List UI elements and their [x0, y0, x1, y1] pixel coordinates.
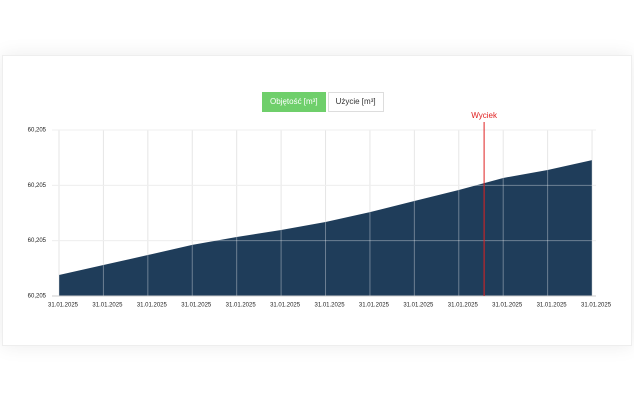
x-tick-label: 31.01.2025 [359, 303, 390, 309]
y-tick-label: 60,205 [28, 238, 47, 244]
x-tick-label: 31.01.2025 [137, 303, 168, 309]
toggle-button[interactable]: Użycie [m³] [327, 92, 384, 112]
x-tick-label: 31.01.2025 [270, 303, 301, 309]
x-tick-label: 31.01.2025 [448, 303, 479, 309]
toggle: Objętość [m³] Użycie [m³] [262, 92, 384, 112]
x-tick-label: 31.01.2025 [403, 303, 434, 309]
x-tick-label: 31.01.2025 [537, 303, 568, 309]
area [59, 160, 593, 296]
x-tick-label: 31.01.2025 [226, 303, 257, 309]
y-tick-label: 60,205 [28, 183, 47, 189]
annotation-label: Wyciek [471, 111, 498, 120]
x-tick-label: 31.01.2025 [492, 303, 523, 309]
y-tick-label: 60,205 [28, 294, 47, 300]
x-tick-label: 31.01.2025 [181, 303, 212, 309]
x-tick-label: 31.01.2025 [315, 303, 346, 309]
x-tick-label: 31.01.2025 [581, 303, 612, 309]
y-tick-label: 60,205 [28, 128, 47, 134]
x-tick-label: 31.01.2025 [92, 303, 123, 309]
x-tick-label: 31.01.2025 [48, 303, 79, 309]
toggle-button[interactable]: Objętość [m³] [262, 92, 326, 112]
